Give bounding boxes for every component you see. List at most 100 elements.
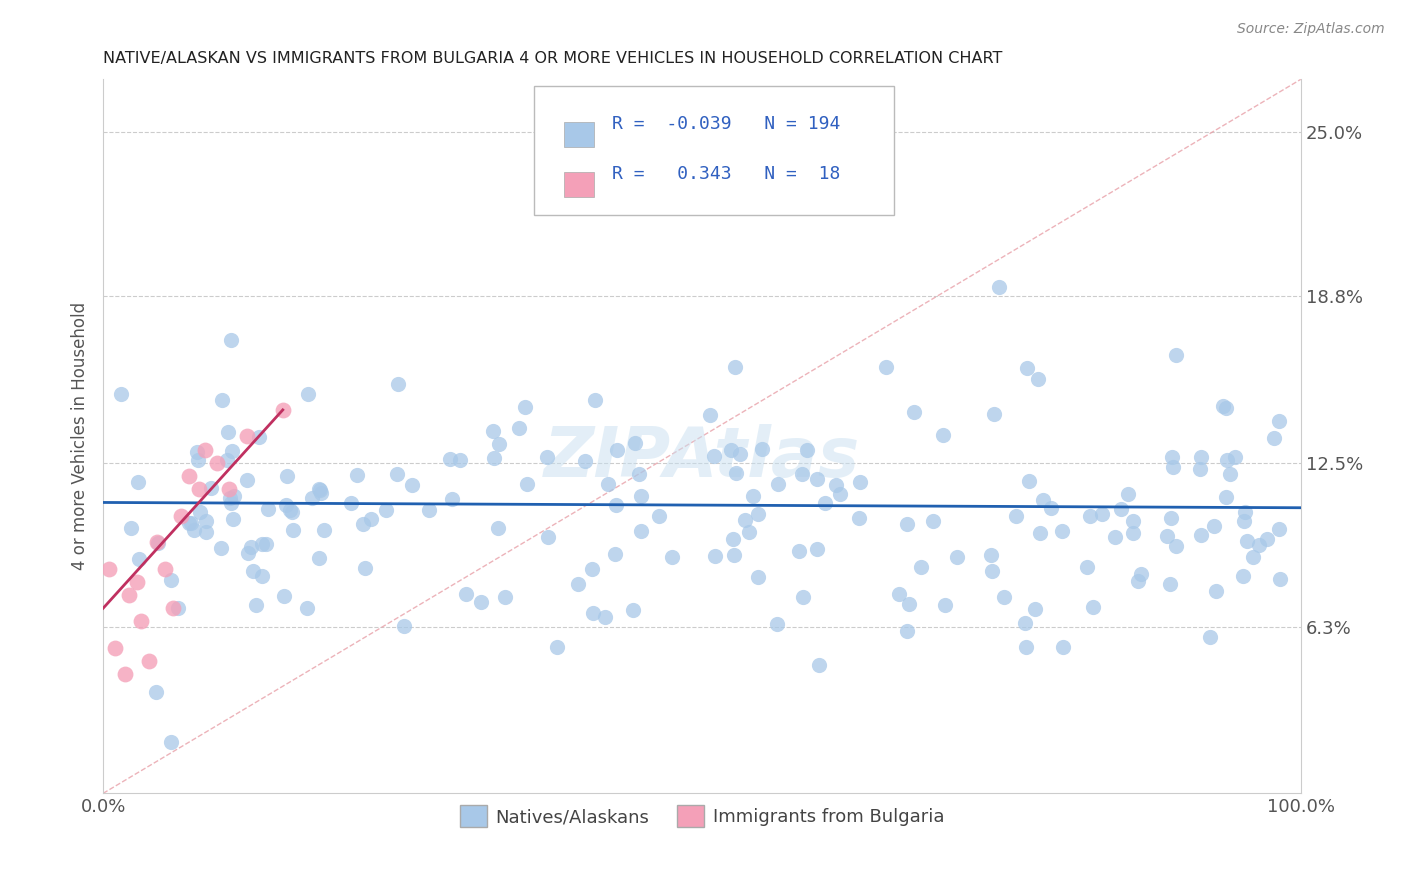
- Point: [792, 590, 814, 604]
- Point: [252, 568, 274, 582]
- Point: [177, 516, 200, 530]
- Point: [186, 445, 208, 459]
- Point: [1052, 640, 1074, 654]
- Legend: Natives/Alaskans, Immigrants from Bulgaria: Natives/Alaskans, Immigrants from Bulgar…: [453, 797, 952, 834]
- Point: [1015, 361, 1038, 376]
- Point: [896, 517, 918, 532]
- Point: [110, 387, 132, 401]
- Point: [734, 513, 756, 527]
- Point: [276, 469, 298, 483]
- Point: [179, 469, 201, 483]
- Point: [470, 595, 492, 609]
- Point: [1122, 525, 1144, 540]
- Point: [765, 616, 787, 631]
- Point: [252, 537, 274, 551]
- Point: [314, 523, 336, 537]
- Point: [896, 624, 918, 639]
- Point: [194, 442, 217, 457]
- Point: [273, 589, 295, 603]
- Point: [1128, 574, 1150, 589]
- Point: [806, 541, 828, 556]
- Point: [211, 392, 233, 407]
- Point: [742, 489, 765, 503]
- Point: [1164, 348, 1187, 362]
- Point: [1216, 453, 1239, 467]
- Point: [581, 562, 603, 576]
- Point: [1160, 450, 1182, 464]
- Point: [454, 587, 477, 601]
- Point: [1191, 450, 1213, 465]
- Point: [167, 600, 190, 615]
- Point: [1268, 414, 1291, 428]
- Point: [723, 360, 745, 375]
- Point: [921, 514, 943, 528]
- Point: [747, 570, 769, 584]
- Point: [138, 654, 160, 668]
- Point: [621, 603, 644, 617]
- Point: [1122, 514, 1144, 528]
- Point: [352, 516, 374, 531]
- Point: [494, 590, 516, 604]
- Point: [980, 565, 1002, 579]
- Point: [385, 467, 408, 481]
- Point: [546, 640, 568, 654]
- Point: [1236, 533, 1258, 548]
- Point: [993, 590, 1015, 604]
- Point: [308, 551, 330, 566]
- Point: [987, 280, 1010, 294]
- Point: [790, 467, 813, 482]
- Point: [392, 619, 415, 633]
- Point: [1104, 530, 1126, 544]
- Text: R =  -0.039   N = 194: R = -0.039 N = 194: [612, 114, 841, 133]
- Point: [934, 598, 956, 612]
- Point: [127, 475, 149, 489]
- Point: [297, 387, 319, 401]
- Point: [271, 403, 294, 417]
- Point: [814, 496, 837, 510]
- Point: [806, 472, 828, 486]
- Point: [1215, 490, 1237, 504]
- Point: [236, 473, 259, 487]
- Point: [1215, 401, 1237, 416]
- Point: [1159, 577, 1181, 591]
- Point: [188, 505, 211, 519]
- Point: [187, 453, 209, 467]
- Point: [508, 421, 530, 435]
- Point: [848, 510, 870, 524]
- Point: [606, 442, 628, 457]
- Point: [187, 482, 209, 496]
- Y-axis label: 4 or more Vehicles in Household: 4 or more Vehicles in Household: [72, 302, 89, 570]
- Point: [257, 501, 280, 516]
- Point: [200, 481, 222, 495]
- Point: [146, 535, 169, 549]
- Point: [418, 503, 440, 517]
- Point: [131, 615, 153, 629]
- Point: [751, 442, 773, 456]
- Point: [747, 508, 769, 522]
- Point: [114, 667, 136, 681]
- Point: [583, 393, 606, 408]
- Point: [162, 601, 184, 615]
- Point: [849, 475, 872, 489]
- Point: [723, 548, 745, 562]
- Text: Source: ZipAtlas.com: Source: ZipAtlas.com: [1237, 22, 1385, 37]
- Point: [120, 521, 142, 535]
- FancyBboxPatch shape: [564, 122, 595, 147]
- Point: [170, 508, 193, 523]
- Point: [183, 523, 205, 537]
- Point: [301, 491, 323, 505]
- Point: [830, 487, 852, 501]
- Point: [1234, 505, 1257, 519]
- Point: [104, 640, 127, 655]
- Point: [239, 541, 262, 555]
- Text: ZIPAtlas: ZIPAtlas: [544, 425, 860, 491]
- Point: [1029, 526, 1052, 541]
- Point: [703, 549, 725, 563]
- Point: [281, 504, 304, 518]
- Point: [1247, 538, 1270, 552]
- Point: [605, 498, 627, 512]
- Point: [1014, 615, 1036, 630]
- Point: [219, 333, 242, 347]
- FancyBboxPatch shape: [564, 172, 595, 197]
- Point: [488, 436, 510, 450]
